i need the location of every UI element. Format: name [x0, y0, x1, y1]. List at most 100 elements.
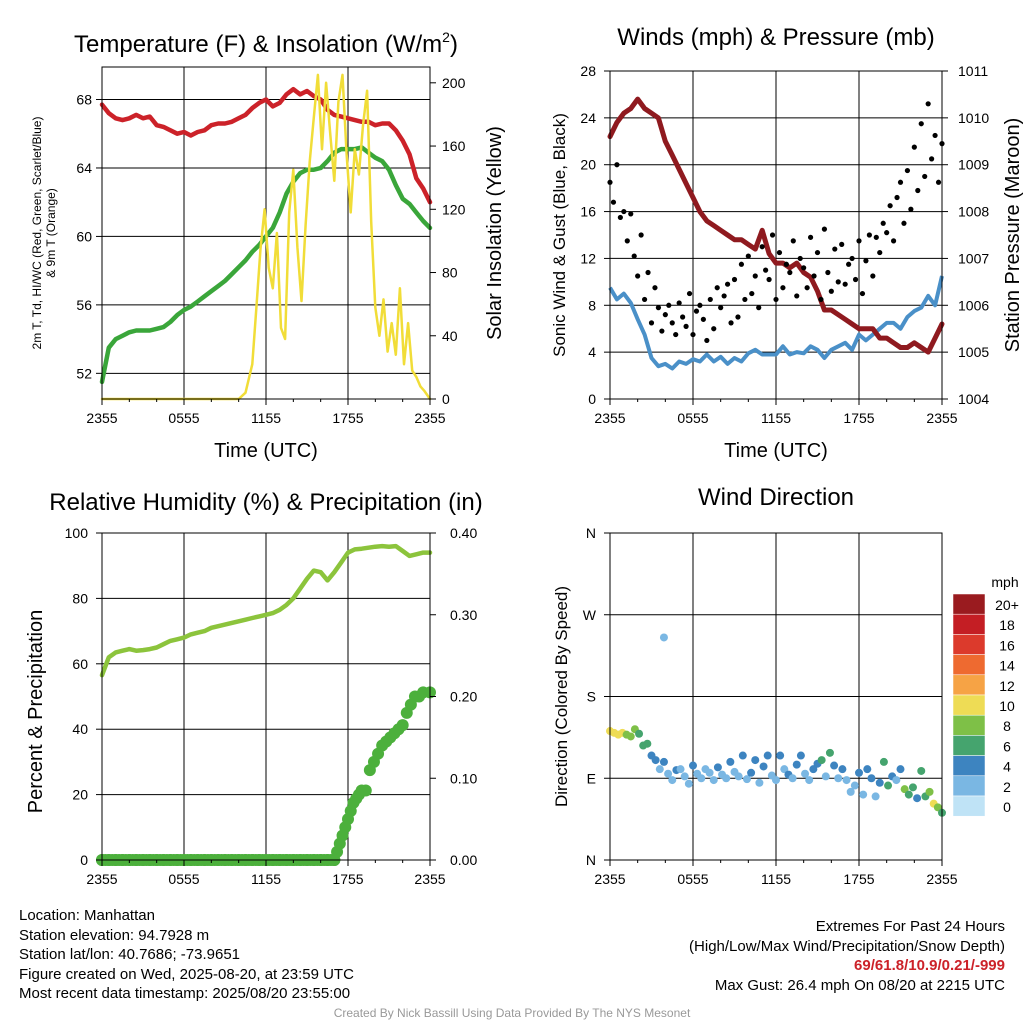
gust-point: [870, 273, 876, 279]
gust-point: [773, 296, 779, 303]
gust-point: [846, 261, 852, 267]
y-tick-label-right: 200: [442, 75, 466, 91]
x-tick-label: 1155: [761, 410, 791, 426]
gust-point: [804, 285, 810, 291]
gust-point: [825, 269, 831, 276]
gust-point: [624, 238, 630, 244]
gust-point: [852, 276, 859, 283]
y-tick-label-right: 1010: [958, 110, 989, 126]
gust-point: [763, 267, 769, 273]
legend-swatch: [952, 593, 986, 615]
legend-label: 16: [999, 637, 1015, 653]
y-tick-label-left: E: [587, 770, 596, 786]
x-tick-label: 1155: [251, 871, 281, 887]
x-tick-label: 2355: [594, 871, 625, 887]
station-info: Location: Manhattan Station elevation: 9…: [19, 906, 354, 1004]
x-tick-label: 1755: [332, 871, 363, 887]
gust-point: [884, 230, 890, 236]
direction-point: [635, 729, 644, 738]
x-tick-label: 2355: [86, 410, 117, 426]
gust-point: [849, 255, 855, 262]
gust-point: [787, 269, 793, 276]
chart-winds: 0 4 8 12 16 20 24 28 1004 1005 1006 1007 1008 1009 101…: [550, 24, 1024, 462]
y-tick-label-left: W: [583, 607, 597, 623]
gust-point: [801, 265, 807, 271]
gust-point: [797, 255, 803, 262]
direction-point: [738, 751, 747, 760]
x-tick-label: 0555: [168, 871, 199, 887]
gust-point: [638, 232, 644, 238]
direction-point: [805, 776, 814, 785]
direction-point: [755, 778, 764, 787]
y-tick-label-left: 20: [72, 787, 88, 803]
legend-label: 10: [999, 698, 1015, 714]
direction-point: [842, 776, 851, 785]
x-tick-label: 2355: [926, 871, 957, 887]
x-tick-label: 1755: [332, 410, 363, 426]
direction-point: [933, 803, 942, 812]
direction-point: [859, 790, 868, 799]
chart-title: Relative Humidity (%) & Precipitation (i…: [49, 489, 482, 516]
gust-point: [752, 273, 758, 279]
extremes-values: 69/61.8/10.9/0.21/-999: [854, 957, 1005, 975]
y-tick-label-left: 16: [580, 204, 596, 220]
direction-point: [684, 779, 693, 788]
legend-swatch: [952, 795, 986, 817]
legend-label: 20+: [995, 597, 1019, 613]
gust-point: [828, 288, 834, 294]
gust-point: [794, 293, 800, 299]
elevation-text: Station elevation: 94.7928 m: [19, 926, 210, 944]
legend-label: 18: [999, 617, 1015, 633]
gust-point: [790, 238, 796, 244]
direction-point: [763, 751, 772, 760]
title-end: ): [450, 31, 458, 58]
chart-temperature: 52 56 60 64 68 0 40 80 120 160 200 2355 0555 1155 1755…: [30, 29, 506, 462]
y-tick-label-left: 8: [588, 297, 596, 313]
gust-point: [641, 296, 648, 303]
legend-label: 4: [1003, 759, 1011, 775]
x-tick-label: 1755: [843, 871, 874, 887]
gust-point: [863, 258, 869, 264]
y-tick-label-right: 1004: [958, 391, 989, 407]
y-tick-label-right: 40: [442, 328, 458, 344]
y-tick-label-right: 0.00: [450, 852, 477, 868]
y-tick-label-right: 0.10: [450, 770, 477, 786]
gust-point: [610, 199, 617, 205]
gust-point: [859, 290, 866, 297]
gust-point: [731, 276, 738, 283]
gust-point: [821, 226, 828, 232]
gust-point: [666, 302, 672, 308]
gust-point: [683, 323, 689, 329]
series-line-0: [99, 86, 433, 205]
legend-swatch: [952, 755, 986, 777]
gust-point: [673, 331, 679, 338]
y-tick-label-right: 1006: [958, 297, 989, 313]
gust-point: [724, 281, 731, 287]
direction-point: [834, 774, 843, 783]
y-tick-label-right: 0.30: [450, 607, 477, 623]
legend-title: mph: [991, 574, 1018, 590]
gust-point: [766, 276, 772, 283]
gust-point: [635, 273, 641, 279]
gust-point: [842, 281, 848, 287]
gust-point: [721, 293, 727, 299]
legend-swatch: [952, 714, 986, 736]
gust-point: [887, 203, 893, 209]
y-tick-label-right: 160: [442, 138, 466, 154]
direction-point: [817, 756, 826, 765]
direction-point: [772, 776, 780, 785]
legend-swatch: [952, 634, 986, 655]
gust-point: [877, 249, 883, 256]
location-text: Location: Manhattan: [19, 907, 155, 924]
y-tick-label-left: 0: [588, 391, 596, 407]
x-tick-label: 2355: [926, 410, 957, 426]
y-tick-label-right: 0.20: [450, 689, 477, 705]
direction-point: [809, 765, 818, 774]
y-axis-label-right: Solar Insolation (Yellow): [484, 126, 506, 340]
gust-point: [832, 246, 838, 252]
gust-point: [648, 320, 655, 326]
gust-point: [711, 326, 717, 332]
direction-point: [908, 783, 917, 792]
x-tick-label: 0555: [677, 410, 708, 426]
direction-point: [664, 769, 673, 778]
